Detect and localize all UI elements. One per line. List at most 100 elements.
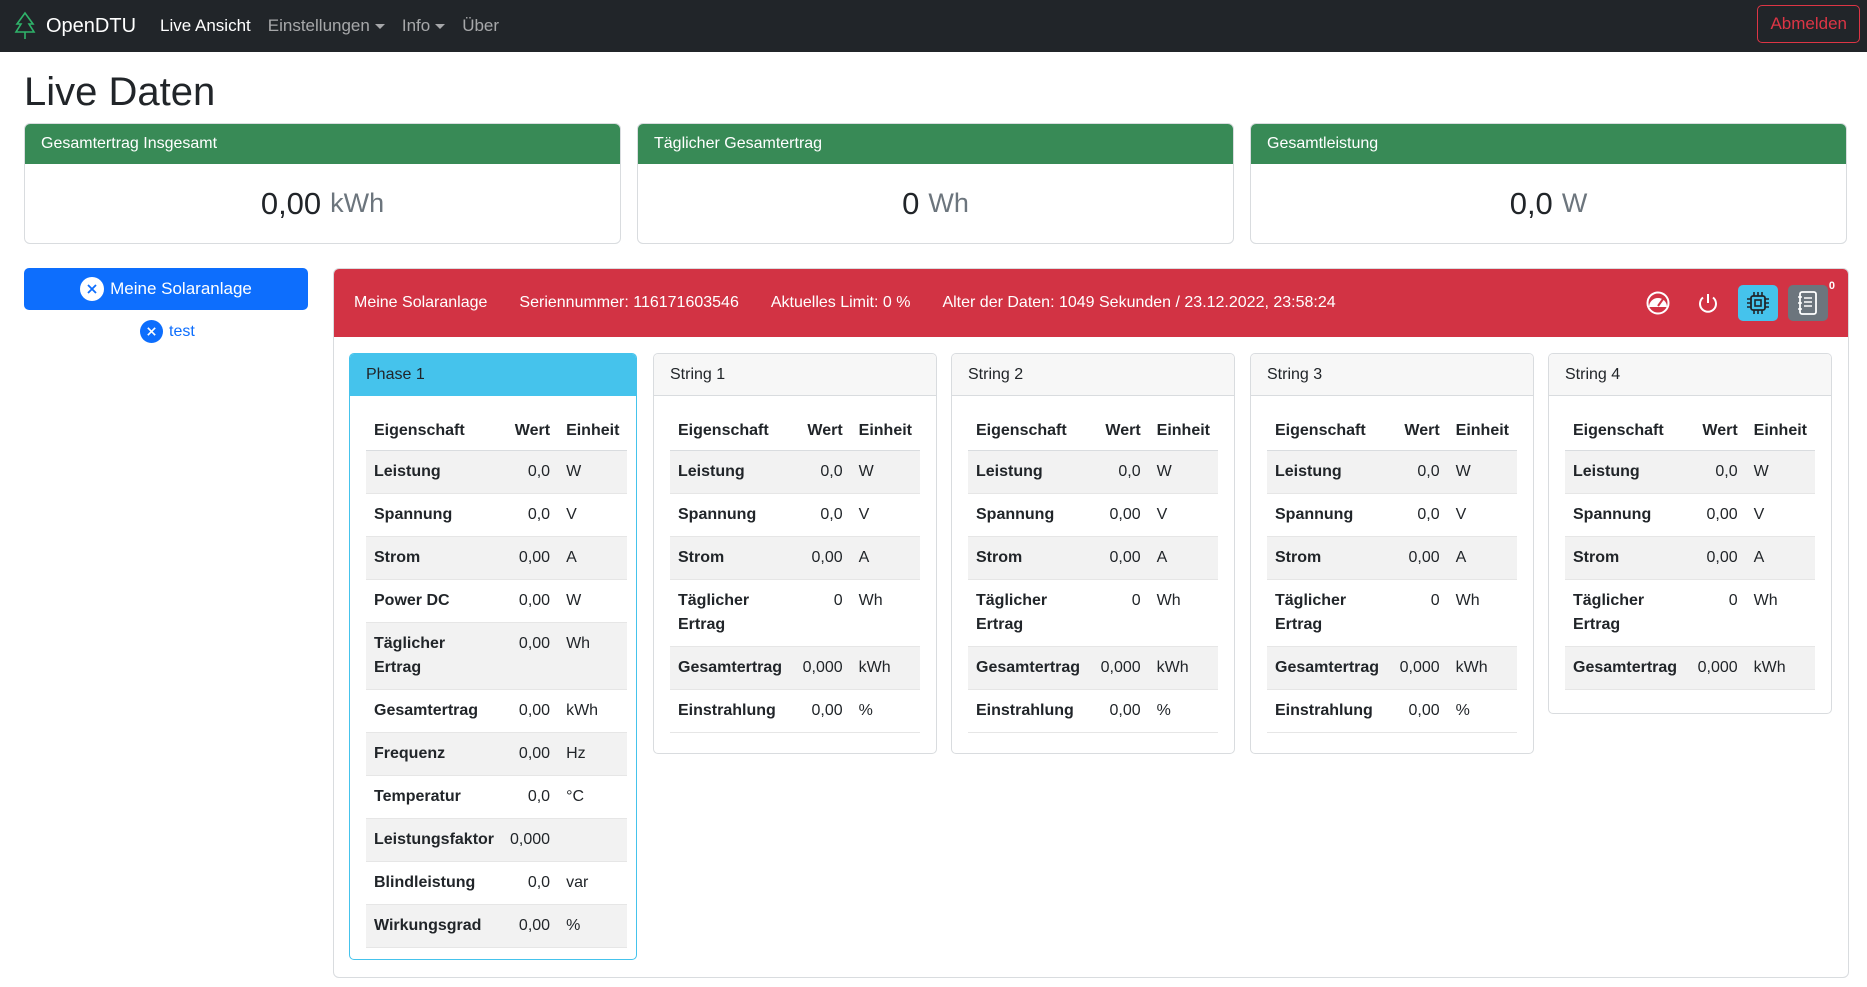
panel-title: String 1: [654, 354, 936, 396]
unit-cell: W: [850, 450, 920, 494]
table-row: Einstrahlung 0,00%: [968, 689, 1218, 733]
value-cell: 0,00: [1391, 689, 1448, 733]
value-cell: 0,00: [502, 904, 559, 948]
table-row: Leistung 0,0 W: [366, 450, 628, 494]
nav-info-label: Info: [401, 16, 431, 35]
stat-unit: Wh: [928, 188, 969, 218]
table-row: Strom 0,00 A: [670, 536, 920, 580]
close-circle-icon: [140, 320, 163, 343]
table-row: Spannung 0,0 V: [1267, 493, 1517, 537]
property-cell: Täglicher Ertrag: [366, 622, 503, 690]
phase-panel: Phase 1 Eigenschaft Wert Einheit Leistun…: [349, 353, 637, 960]
value-cell: 0,000: [1391, 646, 1448, 690]
header-eigenschaft: Eigenschaft: [1565, 412, 1690, 451]
tab-test[interactable]: test: [140, 320, 195, 343]
value-cell: 0,000: [1092, 646, 1149, 690]
unit-cell: Wh: [850, 579, 920, 647]
brand[interactable]: OpenDTU: [14, 11, 136, 41]
property-cell: Gesamtertrag: [670, 646, 795, 690]
unit-cell: A: [1148, 536, 1218, 580]
value-cell: 0,00: [502, 536, 559, 580]
property-cell: Leistungsfaktor: [366, 818, 503, 862]
value-cell: 0: [1391, 579, 1448, 647]
unit-cell: Wh: [1447, 579, 1517, 647]
unit-cell: kWh: [1148, 646, 1218, 690]
table-row: Gesamtertrag 0,000 kWh: [1565, 646, 1815, 690]
table-row: Power DC 0,00 W: [366, 579, 628, 623]
tab-meine-solaranlage[interactable]: Meine Solaranlage: [24, 268, 308, 310]
nav-info[interactable]: Info: [401, 16, 446, 36]
property-cell: Spannung: [1565, 493, 1690, 537]
power-icon: [1699, 294, 1717, 313]
nav-live-ansicht[interactable]: Live Ansicht: [160, 16, 251, 35]
speedometer-icon: [1646, 291, 1670, 315]
event-log-button[interactable]: 0: [1788, 280, 1835, 321]
stat-body: 0 Wh: [638, 164, 1233, 243]
unit-cell: °C: [558, 775, 628, 819]
tree-icon: [14, 11, 36, 39]
table-row: Leistungsfaktor 0,000: [366, 818, 628, 862]
unit-cell: W: [1447, 450, 1517, 494]
stat-body: 0,0 W: [1251, 164, 1846, 243]
property-cell: Temperatur: [366, 775, 503, 819]
unit-cell: A: [558, 536, 628, 580]
limit-gauge-button[interactable]: [1638, 285, 1678, 321]
string-panel-2: String 2 Eigenschaft Wert Einheit Leistu…: [951, 353, 1235, 754]
string-panel-3: String 3 Eigenschaft Wert Einheit Leistu…: [1250, 353, 1534, 754]
table-row: Täglicher Ertrag 0 Wh: [968, 579, 1218, 647]
header-wert: Wert: [1092, 412, 1149, 451]
tab-label: Meine Solaranlage: [110, 279, 252, 298]
value-cell: 0,0: [1689, 450, 1746, 494]
unit-cell: [558, 818, 628, 862]
table-row: Einstrahlung 0,00%: [670, 689, 920, 733]
caret-down-icon: [374, 23, 385, 29]
table-row: Spannung 0,0 V: [670, 493, 920, 537]
table-row: Spannung 0,00 V: [1565, 493, 1815, 537]
property-cell: Strom: [1565, 536, 1690, 580]
journal-icon: [1798, 291, 1817, 315]
property-cell: Einstrahlung: [968, 689, 1093, 733]
unit-cell: kWh: [558, 689, 628, 733]
value-cell: 0,0: [794, 493, 851, 537]
logout-button[interactable]: Abmelden: [1757, 5, 1860, 43]
inverter-limit: Aktuelles Limit: 0 %: [770, 294, 911, 311]
property-cell: Täglicher Ertrag: [968, 579, 1093, 647]
table-row: Wirkungsgrad 0,00%: [366, 904, 628, 948]
table-header-row: Eigenschaft Wert Einheit: [670, 412, 920, 451]
property-cell: Gesamtertrag: [366, 689, 503, 733]
property-cell: Leistung: [366, 450, 503, 494]
property-cell: Täglicher Ertrag: [1565, 579, 1690, 647]
property-cell: Täglicher Ertrag: [1267, 579, 1392, 647]
value-cell: 0,00: [502, 622, 559, 690]
property-cell: Leistung: [968, 450, 1093, 494]
table-row: Blindleistung 0,0 var: [366, 861, 628, 905]
table-row: Gesamtertrag 0,00 kWh: [366, 689, 628, 733]
unit-cell: kWh: [850, 646, 920, 690]
value-cell: 0,0: [1092, 450, 1149, 494]
header-eigenschaft: Eigenschaft: [670, 412, 795, 451]
string-panel-1: String 1 Eigenschaft Wert Einheit Leistu…: [653, 353, 937, 754]
page-title: Live Daten: [24, 70, 216, 114]
stat-title: Täglicher Gesamtertrag: [638, 124, 1233, 164]
unit-cell: %: [1447, 689, 1517, 733]
value-cell: 0,000: [794, 646, 851, 690]
nav-ueber[interactable]: Über: [462, 16, 500, 35]
nav-einstellungen[interactable]: Einstellungen: [268, 16, 385, 36]
device-info-button[interactable]: [1738, 285, 1778, 321]
nav-links: Live Ansicht Einstellungen Info Über: [160, 16, 516, 36]
unit-cell: Hz: [558, 732, 628, 776]
property-cell: Strom: [968, 536, 1093, 580]
table-row: Strom 0,00 A: [1565, 536, 1815, 580]
caret-down-icon: [435, 23, 446, 29]
power-button[interactable]: [1688, 285, 1728, 321]
table-row: Einstrahlung 0,00%: [1267, 689, 1517, 733]
unit-cell: A: [850, 536, 920, 580]
inverter-serial: Seriennummer: 116171603546: [519, 294, 739, 311]
table-row: Gesamtertrag 0,000 kWh: [1267, 646, 1517, 690]
table-row: Leistung 0,0 W: [670, 450, 920, 494]
brand-label: OpenDTU: [46, 14, 137, 37]
property-cell: Spannung: [1267, 493, 1392, 537]
panel-title: Phase 1: [350, 354, 636, 396]
inverter-name: Meine Solaranlage: [354, 294, 488, 311]
unit-cell: %: [1148, 689, 1218, 733]
